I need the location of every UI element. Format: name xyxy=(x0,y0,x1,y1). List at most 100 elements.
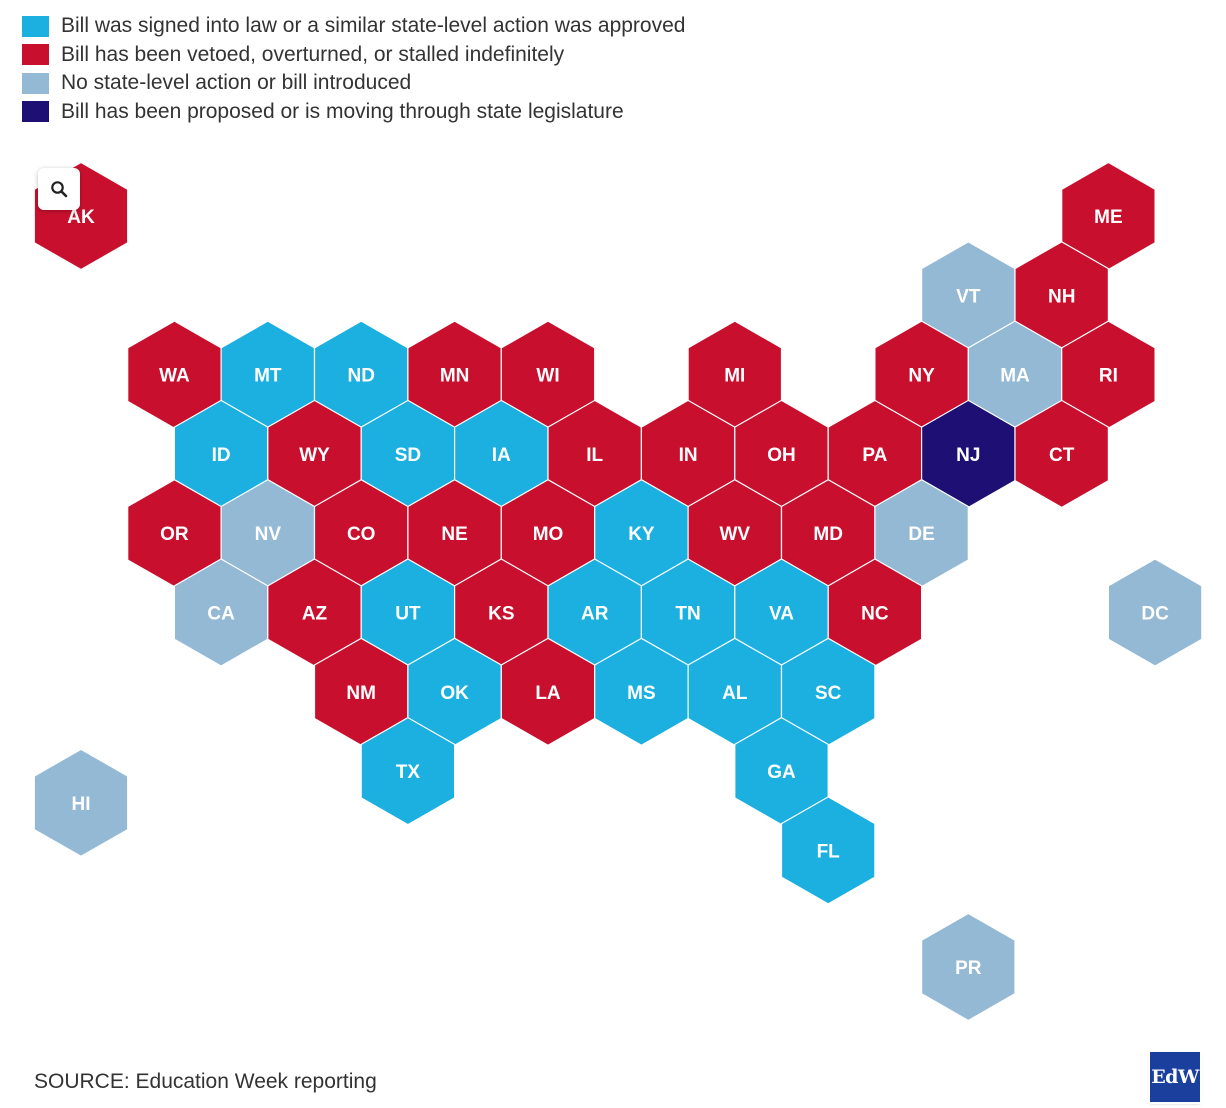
state-label: ID xyxy=(212,445,231,466)
state-label: SD xyxy=(395,445,421,466)
legend-label: Bill has been proposed or is moving thro… xyxy=(61,99,624,123)
legend-item-none: No state-level action or bill introduced xyxy=(22,69,685,98)
state-label: TN xyxy=(675,604,700,625)
state-label: NE xyxy=(441,524,467,545)
state-label: NY xyxy=(908,366,935,387)
state-label: OK xyxy=(440,683,469,704)
state-hex-ks[interactable]: KS xyxy=(454,558,549,667)
state-hex-shape[interactable] xyxy=(360,716,456,826)
state-label: HI xyxy=(72,794,91,815)
legend-label: Bill has been vetoed, overturned, or sta… xyxy=(61,42,565,66)
state-label: MD xyxy=(813,524,843,545)
state-label: NM xyxy=(346,683,376,704)
state-hex-ky[interactable]: KY xyxy=(594,479,689,588)
state-label: IA xyxy=(492,445,511,466)
state-label: OR xyxy=(160,524,189,545)
source-note: SOURCE: Education Week reporting xyxy=(34,1070,377,1093)
legend-label: No state-level action or bill introduced xyxy=(61,71,412,95)
state-hex-ct[interactable]: CT xyxy=(1014,399,1110,509)
state-hex-me[interactable]: ME xyxy=(1061,161,1156,271)
legend-item-proposed: Bill has been proposed or is moving thro… xyxy=(22,98,685,127)
legend: Bill was signed into law or a similar st… xyxy=(22,12,685,126)
legend-item-signed: Bill was signed into law or a similar st… xyxy=(22,12,685,41)
state-hex-de[interactable]: DE xyxy=(874,479,969,588)
state-label: MA xyxy=(1000,366,1030,387)
state-label: SC xyxy=(815,683,842,704)
state-hex-fl[interactable]: FL xyxy=(780,796,876,905)
state-label: NV xyxy=(255,524,282,545)
state-hex-mi[interactable]: MI xyxy=(687,320,783,429)
legend-label: Bill was signed into law or a similar st… xyxy=(61,14,686,38)
state-hex-shape[interactable] xyxy=(1014,399,1110,509)
state-label: WY xyxy=(299,445,330,466)
legend-swatch-vetoed xyxy=(22,44,49,66)
state-hex-shape[interactable] xyxy=(33,748,129,857)
state-label: NH xyxy=(1048,286,1075,307)
state-label: VT xyxy=(956,286,981,307)
state-label: TX xyxy=(396,762,421,783)
state-label: MI xyxy=(724,366,745,387)
state-label: MO xyxy=(533,524,564,545)
state-label: DC xyxy=(1141,604,1169,625)
legend-swatch-none xyxy=(22,72,49,94)
state-label: DE xyxy=(908,524,934,545)
state-label: LA xyxy=(535,683,561,704)
zoom-button[interactable] xyxy=(38,168,80,210)
state-label: KS xyxy=(488,604,514,625)
state-label: MS xyxy=(627,683,656,704)
state-hex-ga[interactable]: GA xyxy=(734,716,829,826)
state-label: RI xyxy=(1099,366,1118,387)
state-label: GA xyxy=(767,762,796,783)
state-label: CT xyxy=(1049,445,1075,466)
state-label: UT xyxy=(395,604,421,625)
state-label: FL xyxy=(817,841,841,862)
state-hex-tx[interactable]: TX xyxy=(360,716,456,826)
state-hex-shape[interactable] xyxy=(1107,558,1203,667)
state-label: AK xyxy=(67,207,95,228)
search-icon xyxy=(51,181,68,198)
state-label: PR xyxy=(955,958,982,979)
legend-swatch-proposed xyxy=(22,101,49,123)
state-label: NC xyxy=(861,604,889,625)
state-hex-nc[interactable]: NC xyxy=(827,558,923,667)
state-label: WA xyxy=(159,366,190,387)
edw-logo[interactable]: EdW xyxy=(1150,1052,1200,1102)
state-hex-pr[interactable]: PR xyxy=(920,912,1016,1022)
state-label: ND xyxy=(347,366,374,387)
state-hex-ar[interactable]: AR xyxy=(547,558,643,667)
state-label: CA xyxy=(207,604,235,625)
state-label: WV xyxy=(719,524,750,545)
state-hex-shape[interactable] xyxy=(780,796,876,905)
state-label: AL xyxy=(722,683,748,704)
state-label: KY xyxy=(628,524,655,545)
state-hex-sd[interactable]: SD xyxy=(360,399,456,509)
state-hex-wy[interactable]: WY xyxy=(267,399,362,509)
state-hex-ms[interactable]: MS xyxy=(594,637,689,746)
state-hex-nh[interactable]: NH xyxy=(1014,241,1110,350)
state-hex-wi[interactable]: WI xyxy=(500,320,596,429)
state-label: PA xyxy=(862,445,887,466)
state-label: NJ xyxy=(956,445,980,466)
state-label: IL xyxy=(586,445,603,466)
state-hex-dc[interactable]: DC xyxy=(1107,558,1203,667)
state-hex-shape[interactable] xyxy=(920,912,1016,1022)
state-label: CO xyxy=(347,524,376,545)
legend-item-vetoed: Bill has been vetoed, overturned, or sta… xyxy=(22,41,685,70)
state-hex-id[interactable]: ID xyxy=(173,399,269,509)
edw-logo-text: EdW xyxy=(1151,1066,1199,1088)
state-label: OH xyxy=(767,445,796,466)
state-label: MT xyxy=(254,366,282,387)
state-label: WI xyxy=(536,366,559,387)
state-label: VA xyxy=(769,604,794,625)
state-label: AR xyxy=(581,604,609,625)
state-hex-hi[interactable]: HI xyxy=(33,748,129,857)
state-hex-ny[interactable]: NY xyxy=(874,320,969,429)
legend-swatch-signed xyxy=(22,15,49,37)
state-hex-ne[interactable]: NE xyxy=(407,479,502,588)
state-hex-la[interactable]: LA xyxy=(500,637,596,746)
state-label: IN xyxy=(679,445,698,466)
state-hex-ri[interactable]: RI xyxy=(1061,320,1156,429)
state-label: AZ xyxy=(302,604,328,625)
state-label: ME xyxy=(1094,207,1123,228)
